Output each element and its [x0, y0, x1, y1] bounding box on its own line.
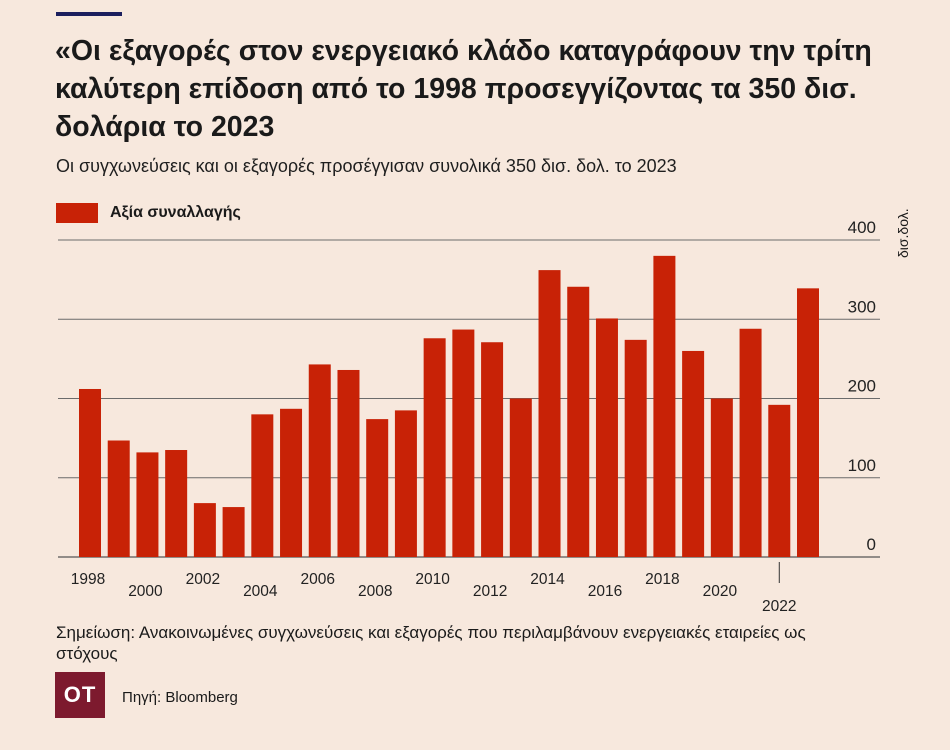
- bar-2012: [481, 342, 504, 557]
- x-tick-label-2020: 2020: [703, 583, 738, 600]
- bar-2014: [538, 270, 561, 557]
- bars: [79, 255, 819, 557]
- x-tick-label-2014: 2014: [530, 571, 565, 588]
- bar-1999: [107, 440, 130, 557]
- chart-subtitle: Οι συγχωνεύσεις και οι εξαγορές προσέγγι…: [56, 156, 677, 176]
- bar-2015: [567, 286, 590, 557]
- bar-2005: [280, 408, 303, 557]
- x-tick-labels: 1998 2000 2002 2004 2006 2008 2010 2012 2014 2016…: [71, 562, 797, 615]
- bar-2021: [739, 328, 762, 557]
- chart-title: «Οι εξαγορές στον ενεργειακό κλάδο καταγ…: [55, 35, 872, 143]
- legend-label: Αξία συναλλαγής: [110, 204, 241, 221]
- bar-2002: [193, 503, 216, 557]
- source-label: Πηγή: Bloomberg: [122, 689, 238, 706]
- bar-2008: [366, 419, 389, 557]
- x-tick-label-2004: 2004: [243, 583, 278, 600]
- footnote: Σημείωση: Ανακοινωμένες συγχωνεύσεις και…: [56, 623, 806, 663]
- y-tick-label: 0: [867, 535, 876, 554]
- bar-2023: [797, 288, 819, 557]
- bar-2019: [682, 350, 705, 557]
- x-tick-label-2022: 2022: [762, 598, 796, 615]
- bar-2010: [423, 338, 446, 557]
- bar-1998: [79, 388, 101, 557]
- x-tick-label-2002: 2002: [186, 571, 220, 588]
- x-tick-label-2012: 2012: [473, 583, 507, 600]
- bar-2001: [165, 450, 188, 557]
- y-tick-label: 100: [848, 456, 876, 475]
- x-tick-label-2006: 2006: [301, 571, 335, 588]
- x-tick-label-2016: 2016: [588, 583, 622, 600]
- legend: Αξία συναλλαγής: [56, 203, 241, 223]
- bar-2007: [337, 369, 360, 557]
- bar-2006: [308, 364, 331, 557]
- bar-2000: [136, 452, 159, 557]
- bar-2016: [595, 318, 618, 557]
- bar-2020: [710, 398, 733, 557]
- x-tick-label-2018: 2018: [645, 571, 679, 588]
- x-tick-label-2000: 2000: [128, 583, 163, 600]
- x-tick-label-1998: 1998: [71, 571, 105, 588]
- bar-2004: [251, 414, 274, 557]
- y-tick-label: 300: [848, 297, 876, 316]
- bar-2013: [509, 398, 532, 557]
- bar-2009: [394, 410, 417, 557]
- ot-logo: ΟΤ: [55, 672, 105, 718]
- legend-swatch: [56, 203, 98, 223]
- bar-2017: [624, 339, 647, 557]
- bar-2011: [452, 329, 475, 557]
- bar-2018: [653, 255, 676, 557]
- y-tick-label: 200: [848, 377, 876, 396]
- x-tick-label-2008: 2008: [358, 583, 392, 600]
- y-tick-label: 400: [848, 218, 876, 237]
- accent-rule: [56, 12, 122, 16]
- y-tick-labels: 0 100 200 300 400: [848, 218, 876, 554]
- bar-chart: 0 100 200 300 400 1998 2000 2002 2004 2006 2008 20…: [58, 218, 880, 615]
- x-tick-label-2010: 2010: [415, 571, 450, 588]
- bar-2022: [768, 404, 791, 557]
- bar-2003: [222, 507, 245, 557]
